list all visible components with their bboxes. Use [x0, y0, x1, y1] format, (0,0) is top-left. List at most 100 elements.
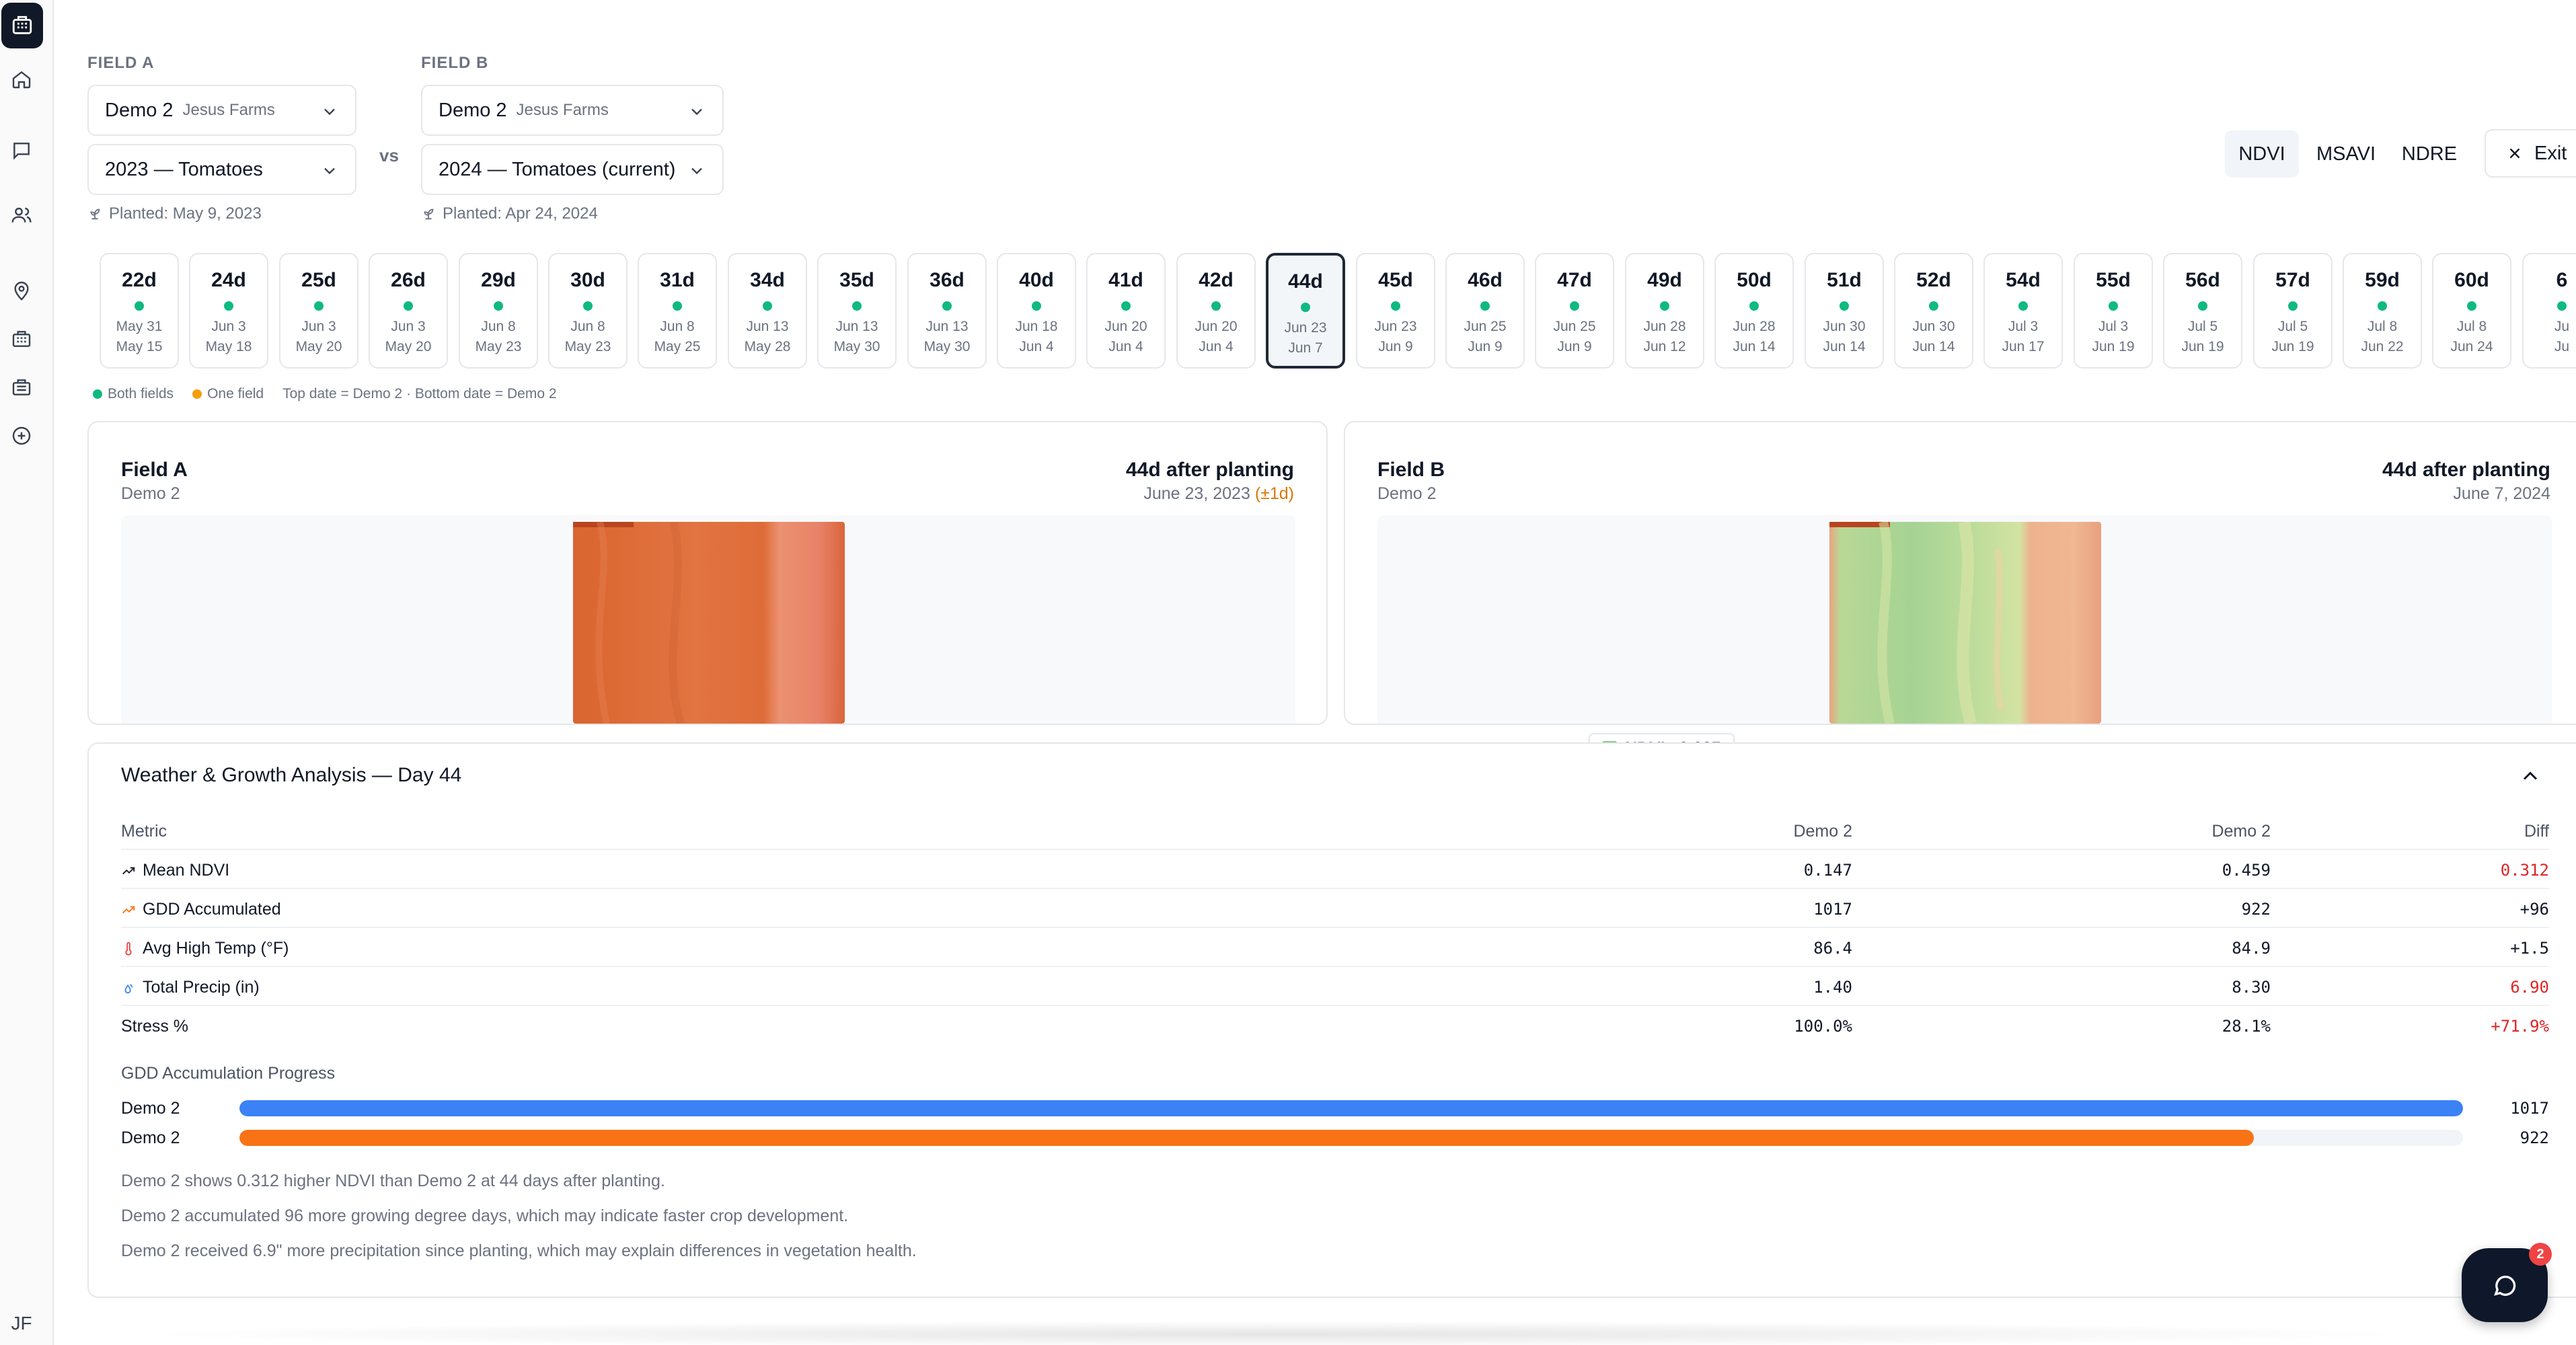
timeline-bottom-date: May 20 — [385, 339, 432, 354]
timeline-date-36d[interactable]: 36d Jun 13 May 30 — [907, 253, 987, 369]
timeline-bottom-date: Jun 19 — [2271, 339, 2314, 354]
timeline-day: 55d — [2096, 269, 2131, 291]
timeline-date-45d[interactable]: 45d Jun 23 Jun 9 — [1356, 253, 1435, 369]
timeline-date-49d[interactable]: 49d Jun 28 Jun 12 — [1625, 253, 1704, 369]
chat-badge: 2 — [2529, 1243, 2552, 1266]
users-icon[interactable] — [9, 203, 34, 227]
field-b-farm-select[interactable]: Demo 2 Jesus Farms — [421, 85, 724, 136]
timeline-bottom-date: Jun 9 — [1468, 339, 1503, 354]
droplets-icon — [124, 983, 133, 993]
both-fields-dot — [1480, 301, 1490, 311]
field-a-map[interactable] — [121, 515, 1295, 724]
building-icon[interactable] — [9, 327, 34, 351]
vs-label: vs — [379, 145, 399, 165]
plus-circle-icon[interactable] — [9, 424, 34, 448]
field-a-season-select[interactable]: 2023 — Tomatoes — [87, 144, 356, 195]
timeline-date-24d[interactable]: 24d Jun 3 May 18 — [189, 253, 268, 369]
tab-msavi[interactable]: MSAVI — [2316, 143, 2376, 165]
timeline-date-47d[interactable]: 47d Jun 25 Jun 9 — [1535, 253, 1614, 369]
timeline-date-41d[interactable]: 41d Jun 20 Jun 4 — [1086, 253, 1166, 369]
both-fields-dot — [224, 301, 233, 311]
field-a-farm-select[interactable]: Demo 2 Jesus Farms — [87, 85, 356, 136]
timeline-date-50d[interactable]: 50d Jun 28 Jun 14 — [1714, 253, 1794, 369]
value-a: 0.147 — [1803, 861, 1852, 880]
home-icon[interactable] — [9, 67, 34, 91]
chevron-down-icon — [691, 108, 702, 116]
avatar[interactable]: JF — [11, 1313, 32, 1334]
metric-name: GDD Accumulated — [143, 900, 281, 919]
timeline-top-date: Jun 23 — [1374, 319, 1417, 334]
timeline-date-22d[interactable]: 22d May 31 May 15 — [100, 253, 179, 369]
timeline-day: 60d — [2454, 269, 2489, 291]
field-b-farm: Jesus Farms — [516, 101, 609, 119]
thermometer-icon — [125, 942, 132, 956]
value-b: 28.1% — [2222, 1017, 2271, 1036]
field-a-tolerance: (±1d) — [1254, 484, 1294, 503]
timeline-day: 57d — [2275, 269, 2310, 291]
both-fields-dot — [1301, 303, 1310, 312]
chevron-up-icon[interactable] — [2518, 764, 2542, 788]
timeline-date-35d[interactable]: 35d Jun 13 May 30 — [817, 253, 897, 369]
timeline-bottom-date: May 30 — [923, 339, 971, 354]
timeline-bottom-date: May 18 — [205, 339, 252, 354]
timeline-bottom-date: Jun 17 — [2002, 339, 2045, 354]
value-diff: 6.90 — [2510, 978, 2549, 997]
timeline-bottom-date: Jun 9 — [1378, 339, 1413, 354]
timeline-date-40d[interactable]: 40d Jun 18 Jun 4 — [997, 253, 1076, 369]
timeline-bottom-date: May 23 — [564, 339, 611, 354]
timeline-bottom-date: Ju — [2554, 339, 2570, 354]
timeline-date-25d[interactable]: 25d Jun 3 May 20 — [279, 253, 358, 369]
timeline-date-59d[interactable]: 59d Jul 8 Jun 22 — [2343, 253, 2422, 369]
timeline-top-date: Jun 13 — [835, 319, 878, 334]
timeline-top-date: Jul 3 — [2008, 319, 2039, 334]
timeline-date-46d[interactable]: 46d Jun 25 Jun 9 — [1445, 253, 1525, 369]
map-pin-icon[interactable] — [9, 278, 34, 303]
col-diff: Diff — [2524, 822, 2549, 841]
trend-icon — [122, 867, 135, 874]
field-a-panel-subtitle: Demo 2 — [121, 484, 180, 503]
both-fields-dot — [1211, 301, 1221, 311]
legend-one: One field — [192, 386, 264, 402]
gdd-track — [239, 1130, 2463, 1146]
timeline-date-57d[interactable]: 57d Jul 5 Jun 19 — [2253, 253, 2333, 369]
timeline-bottom-date: Jun 22 — [2361, 339, 2404, 354]
timeline-date-44d[interactable]: 44d Jun 23 Jun 7 — [1266, 253, 1345, 369]
value-b: 0.459 — [2222, 861, 2271, 880]
timeline-date-30d[interactable]: 30d Jun 8 May 23 — [548, 253, 628, 369]
building-alt-icon[interactable] — [9, 375, 34, 399]
both-fields-dot — [2378, 301, 2387, 311]
timeline-date-29d[interactable]: 29d Jun 8 May 23 — [459, 253, 538, 369]
timeline-top-date: Jun 28 — [1643, 319, 1686, 334]
timeline-date-55d[interactable]: 55d Jul 3 Jun 19 — [2074, 253, 2153, 369]
timeline-date-54d[interactable]: 54d Jul 3 Jun 17 — [1983, 253, 2063, 369]
timeline-date-34d[interactable]: 34d Jun 13 May 28 — [728, 253, 807, 369]
chat-icon[interactable] — [9, 139, 34, 163]
logo-icon[interactable] — [1, 3, 43, 48]
gdd-fill — [239, 1130, 2255, 1146]
timeline-date-56d[interactable]: 56d Jul 5 Jun 19 — [2163, 253, 2242, 369]
timeline-date-52d[interactable]: 52d Jun 30 Jun 14 — [1894, 253, 1973, 369]
field-b-season-select[interactable]: 2024 — Tomatoes (current) — [421, 144, 724, 195]
both-fields-dot — [1929, 301, 1938, 311]
exit-button[interactable]: Exit — [2485, 129, 2576, 178]
gdd-progress-row: Demo 2 922 — [121, 1124, 2549, 1151]
timeline-top-date: Jun 3 — [301, 319, 336, 334]
both-fields-dot — [583, 301, 593, 311]
timeline-date-60d[interactable]: 60d Jul 8 Jun 24 — [2432, 253, 2511, 369]
timeline-date-42d[interactable]: 42d Jun 20 Jun 4 — [1176, 253, 1256, 369]
tab-ndre[interactable]: NDRE — [2401, 143, 2458, 165]
both-fields-dot — [852, 301, 862, 311]
field-a-panel: Field A Demo 2 44d after planting June 2… — [87, 421, 1328, 725]
timeline-date-26d[interactable]: 26d Jun 3 May 20 — [369, 253, 448, 369]
timeline-top-date: Jul 8 — [2456, 319, 2487, 334]
timeline-bottom-date: Jun 19 — [2092, 339, 2135, 354]
legend-note: Top date = Demo 2 · Bottom date = Demo 2 — [282, 386, 557, 401]
timeline-top-date: Jun 13 — [746, 319, 789, 334]
timeline-top-date: Jul 8 — [2367, 319, 2398, 334]
gdd-fill — [239, 1100, 2463, 1116]
timeline-date-6[interactable]: 6 Ju Ju — [2522, 253, 2576, 369]
timeline-date-31d[interactable]: 31d Jun 8 May 25 — [638, 253, 717, 369]
field-b-map[interactable] — [1377, 515, 2552, 724]
tab-ndvi[interactable]: NDVI — [2225, 130, 2299, 178]
timeline-date-51d[interactable]: 51d Jun 30 Jun 14 — [1805, 253, 1884, 369]
